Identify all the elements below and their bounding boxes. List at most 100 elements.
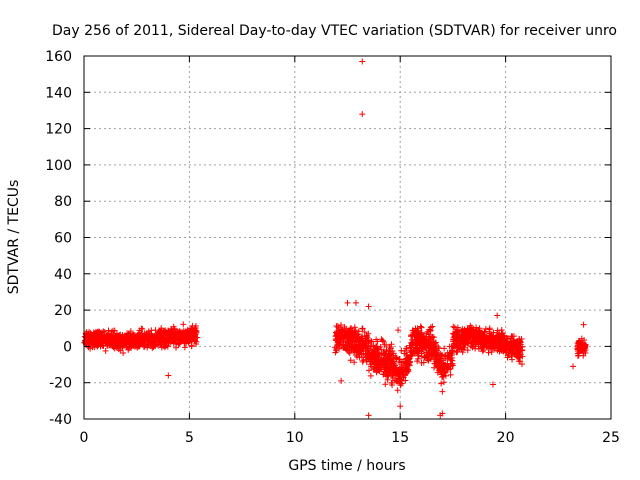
data-point — [444, 365, 451, 372]
data-point — [158, 325, 165, 332]
data-point — [184, 331, 191, 338]
data-point — [111, 345, 118, 352]
data-point — [382, 381, 389, 388]
data-point — [390, 374, 397, 381]
data-point — [463, 338, 470, 345]
data-point — [418, 324, 425, 331]
chart-title: Day 256 of 2011, Sidereal Day-to-day VTE… — [52, 23, 617, 39]
data-point — [134, 339, 141, 346]
data-point — [446, 366, 453, 373]
data-point — [167, 330, 174, 337]
data-point — [397, 377, 404, 384]
data-point — [352, 299, 359, 306]
data-point — [359, 111, 366, 118]
data-point — [192, 341, 199, 348]
data-point — [485, 349, 492, 356]
y-tick-label: 80 — [54, 194, 72, 210]
data-point — [415, 355, 422, 362]
data-point — [395, 367, 402, 374]
data-point — [580, 321, 587, 328]
data-point — [341, 323, 348, 330]
data-point — [354, 331, 361, 338]
y-tick-labels: -40 -20 0 20 40 60 80 100 120 140 160 — [45, 49, 72, 428]
data-point — [398, 359, 405, 366]
data-point — [384, 355, 391, 362]
data-point — [138, 325, 145, 332]
data-point — [507, 335, 514, 342]
data-point — [410, 327, 417, 334]
data-point — [449, 362, 456, 369]
data-point — [387, 351, 394, 358]
x-tick-label: 5 — [185, 430, 194, 446]
data-point — [359, 340, 366, 347]
data-point — [117, 335, 124, 342]
data-point — [390, 358, 397, 365]
x-tick-labels: 0 5 10 15 20 25 — [80, 430, 620, 446]
data-point — [349, 339, 356, 346]
data-point — [117, 343, 124, 350]
data-point — [137, 332, 144, 339]
data-point — [367, 361, 374, 368]
data-point — [371, 346, 378, 353]
data-point — [380, 371, 387, 378]
data-point — [517, 343, 524, 350]
x-tick-label: 15 — [391, 430, 409, 446]
data-point — [380, 338, 387, 345]
data-point — [408, 348, 415, 355]
data-point — [434, 356, 441, 363]
data-point — [388, 341, 395, 348]
data-point — [452, 330, 459, 337]
data-point — [392, 362, 399, 369]
data-point — [144, 337, 151, 344]
data-point — [387, 345, 394, 352]
data-point — [94, 337, 101, 344]
data-point — [383, 346, 390, 353]
data-point — [99, 329, 106, 336]
data-point — [164, 334, 171, 341]
data-point — [332, 349, 339, 356]
data-point — [128, 332, 135, 339]
data-point — [105, 333, 112, 340]
data-point — [367, 343, 374, 350]
data-point — [116, 340, 123, 347]
data-point — [383, 364, 390, 371]
y-tick-label: 100 — [45, 158, 72, 174]
data-point — [388, 380, 395, 386]
data-point — [468, 324, 475, 331]
data-point — [438, 380, 445, 387]
data-point — [499, 332, 506, 339]
data-point — [472, 345, 479, 352]
data-point — [180, 321, 187, 328]
data-point — [379, 337, 386, 344]
data-point — [344, 344, 351, 351]
data-point — [333, 323, 340, 330]
data-point — [192, 322, 199, 329]
data-point — [472, 328, 479, 335]
data-point — [370, 342, 377, 349]
data-point — [155, 328, 162, 335]
data-point — [336, 345, 343, 352]
data-point — [479, 348, 486, 355]
axis-ticks — [83, 55, 612, 420]
data-point — [347, 331, 354, 338]
data-point — [504, 354, 511, 361]
data-point — [575, 342, 582, 349]
data-point — [476, 325, 483, 332]
data-point — [421, 333, 428, 340]
data-point — [352, 327, 359, 334]
data-point — [192, 337, 199, 344]
data-point — [420, 346, 427, 353]
data-point — [147, 330, 154, 337]
data-point — [437, 358, 444, 365]
data-point — [382, 351, 389, 358]
data-point — [173, 329, 180, 336]
data-point — [438, 368, 445, 375]
data-point — [359, 333, 366, 340]
data-point — [377, 344, 384, 351]
data-point — [407, 349, 414, 356]
data-point — [107, 342, 114, 349]
data-point — [112, 339, 119, 346]
data-point — [428, 347, 435, 354]
y-tick-label: 20 — [54, 303, 72, 319]
data-point — [160, 343, 167, 350]
